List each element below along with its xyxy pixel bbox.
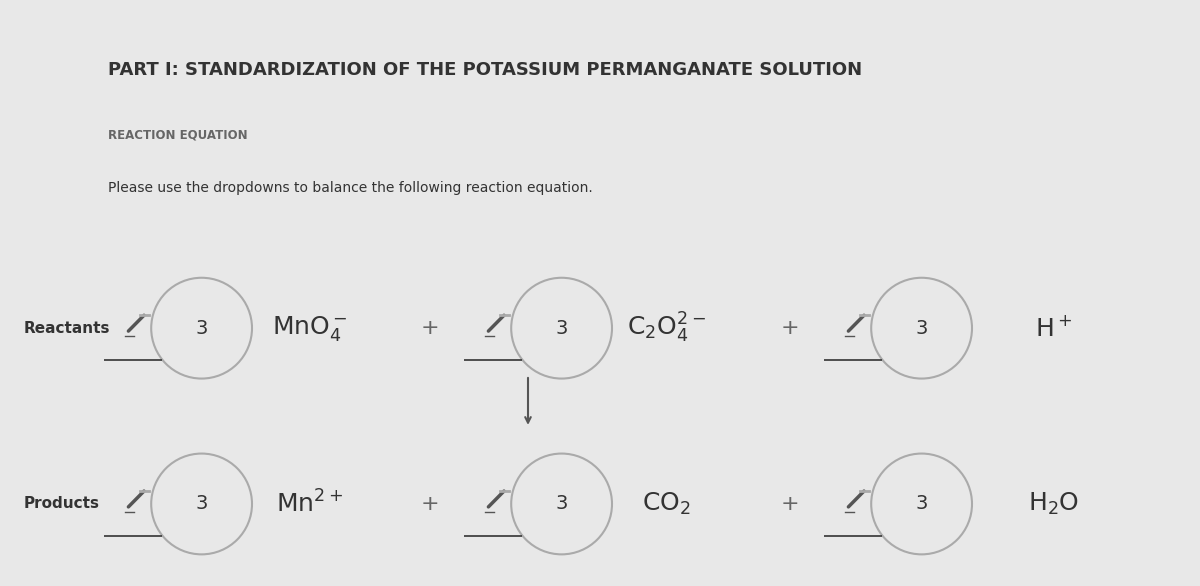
- Text: 3: 3: [556, 319, 568, 338]
- Text: 3: 3: [916, 319, 928, 338]
- Text: 3: 3: [196, 495, 208, 513]
- Text: $\mathrm{MnO_4^-}$: $\mathrm{MnO_4^-}$: [272, 314, 347, 343]
- Text: +: +: [780, 318, 799, 338]
- Text: $\mathrm{C_2O_4^{2-}}$: $\mathrm{C_2O_4^{2-}}$: [626, 311, 706, 345]
- Text: 3: 3: [556, 495, 568, 513]
- Text: $\mathrm{CO_2}$: $\mathrm{CO_2}$: [642, 491, 690, 517]
- Text: Reactants: Reactants: [24, 321, 110, 336]
- Text: PART I: STANDARDIZATION OF THE POTASSIUM PERMANGANATE SOLUTION: PART I: STANDARDIZATION OF THE POTASSIUM…: [108, 62, 862, 79]
- Text: $\mathrm{H_2O}$: $\mathrm{H_2O}$: [1028, 491, 1079, 517]
- Text: +: +: [420, 318, 439, 338]
- Text: Products: Products: [24, 496, 100, 512]
- Text: Please use the dropdowns to balance the following reaction equation.: Please use the dropdowns to balance the …: [108, 180, 593, 195]
- Text: +: +: [420, 494, 439, 514]
- Text: 3: 3: [196, 319, 208, 338]
- Text: +: +: [780, 494, 799, 514]
- Text: $\mathrm{H^+}$: $\mathrm{H^+}$: [1034, 316, 1073, 340]
- Text: $\mathrm{Mn^{2+}}$: $\mathrm{Mn^{2+}}$: [276, 490, 343, 517]
- Text: 3: 3: [916, 495, 928, 513]
- Text: REACTION EQUATION: REACTION EQUATION: [108, 128, 247, 141]
